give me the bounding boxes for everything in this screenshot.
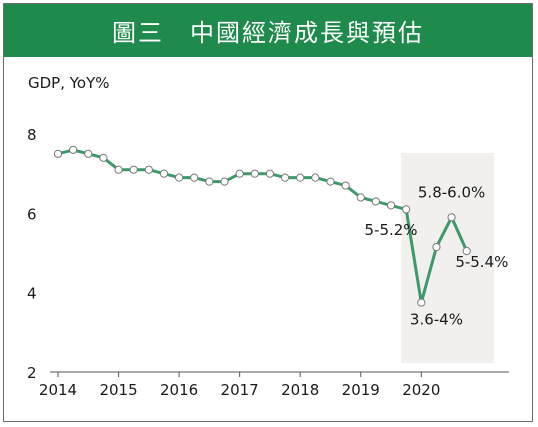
y-tick-label: 4	[27, 285, 37, 303]
gdp-series-line	[57, 148, 469, 305]
x-tick-label: 2020	[402, 381, 440, 399]
data-point	[462, 246, 471, 256]
data-point	[417, 298, 426, 307]
data-point	[341, 181, 350, 190]
data-point	[296, 173, 305, 182]
y-tick-label: 6	[27, 205, 37, 223]
data-point	[129, 165, 138, 174]
data-point	[402, 205, 411, 214]
forecast-shaded-region	[401, 153, 494, 363]
data-point	[326, 177, 335, 186]
x-tick-label: 2017	[221, 381, 259, 399]
x-tick-label: 2015	[99, 381, 137, 399]
data-point	[432, 242, 441, 252]
chart-title-banner: 圖三 中國經濟成長與預估	[4, 4, 532, 57]
data-point	[235, 169, 244, 178]
forecast-annotation: 5-5.2%	[364, 221, 417, 239]
forecast-annotation: 3.6-4%	[410, 310, 463, 328]
data-point	[250, 169, 259, 178]
x-tick-label: 2018	[281, 381, 319, 399]
y-tick-label: 2	[27, 364, 37, 382]
data-point	[159, 169, 169, 178]
data-point	[205, 177, 214, 186]
data-point	[371, 197, 380, 206]
data-point	[114, 165, 123, 174]
data-point	[280, 173, 290, 182]
chart-title: 圖三 中國經濟成長與預估	[112, 19, 424, 47]
data-point	[447, 213, 456, 222]
x-tick-label: 2016	[160, 381, 198, 399]
data-point	[144, 165, 153, 174]
forecast-annotation: 5.8-6.0%	[418, 183, 485, 201]
forecast-annotation: 5-5.4%	[455, 253, 508, 271]
data-point	[53, 149, 63, 158]
data-point	[386, 201, 396, 210]
data-point	[69, 145, 78, 154]
data-point	[99, 153, 108, 162]
y-tick-label: 8	[27, 126, 37, 144]
data-point	[311, 173, 320, 182]
data-point	[84, 149, 93, 158]
data-point	[220, 177, 229, 186]
x-tick-label: 2014	[39, 381, 77, 399]
data-point	[175, 173, 184, 182]
x-tick-label: 2019	[342, 381, 380, 399]
data-point	[190, 173, 199, 182]
data-point	[265, 169, 275, 178]
y-axis-label: GDP, YoY%	[28, 74, 110, 92]
data-point	[356, 193, 365, 202]
